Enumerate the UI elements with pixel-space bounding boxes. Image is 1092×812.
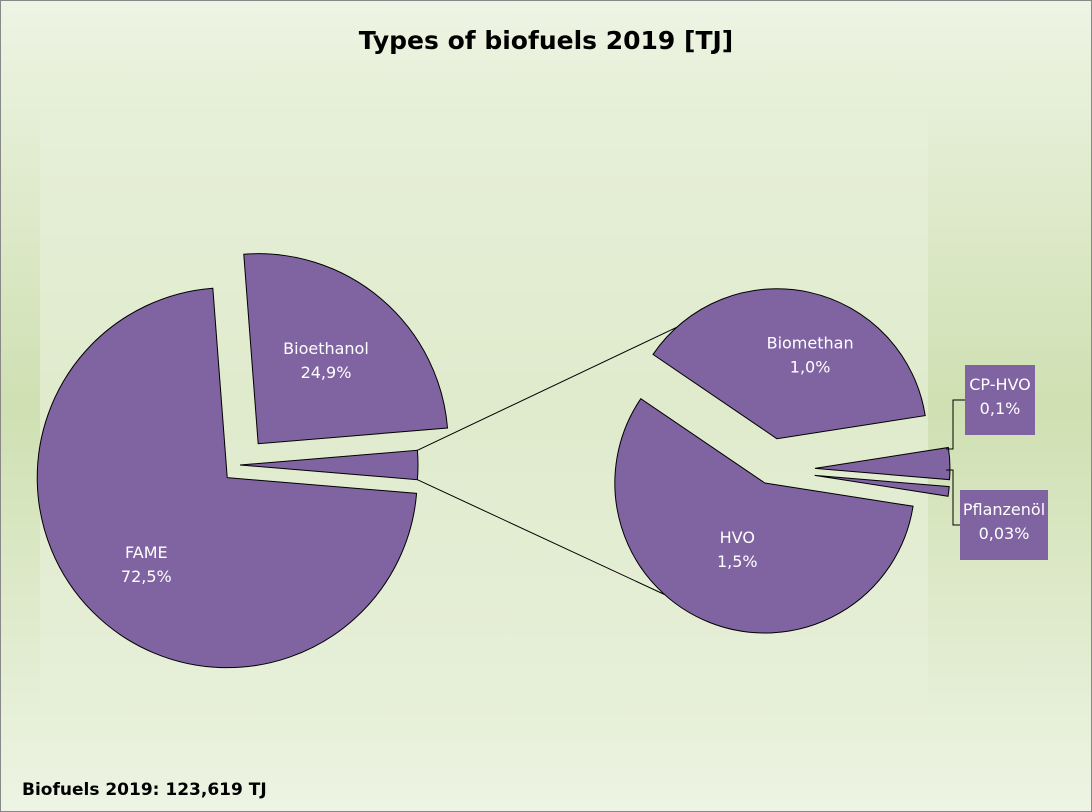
category-label: FAME [125, 543, 168, 562]
pie-slice [652, 288, 926, 440]
data-label: FAME 72,5% [121, 543, 172, 586]
value-label: 72,5% [121, 567, 172, 586]
note: Biofuels 2019: 123,619 TJ [22, 780, 267, 800]
label-box [965, 365, 1035, 435]
connector [417, 326, 677, 451]
pie-slice [239, 449, 419, 481]
leader-line [946, 399, 965, 450]
data-label: Pflanzenöl 0,03% [963, 500, 1045, 543]
category-label: HVO [720, 528, 755, 547]
value-label: 1,0% [790, 357, 831, 376]
pie-slice [36, 287, 418, 669]
pie-slice [243, 253, 449, 445]
pie-slice [814, 474, 950, 497]
category-label: CP-HVO [969, 375, 1031, 394]
pie-slice [814, 446, 951, 481]
category-label: Biomethan [767, 333, 854, 352]
category-label: Pflanzenöl [963, 500, 1045, 519]
data-label: HVO 1,5% [717, 528, 758, 571]
value-label: 1,5% [717, 552, 758, 571]
connector [417, 479, 665, 595]
category-label: Bioethanol [283, 339, 369, 358]
leader-line [946, 469, 960, 526]
value-label: 0,03% [979, 524, 1030, 543]
data-label: CP-HVO 0,1% [969, 375, 1031, 418]
data-label: Bioethanol 24,9% [283, 339, 369, 382]
chart-title: Types of biofuels 2019 [TJ] [359, 26, 734, 55]
data-label: Biomethan 1,0% [767, 333, 854, 376]
value-label: 0,1% [980, 399, 1021, 418]
label-box [960, 490, 1048, 560]
value-label: 24,9% [301, 363, 352, 382]
pie-slice [614, 397, 914, 634]
